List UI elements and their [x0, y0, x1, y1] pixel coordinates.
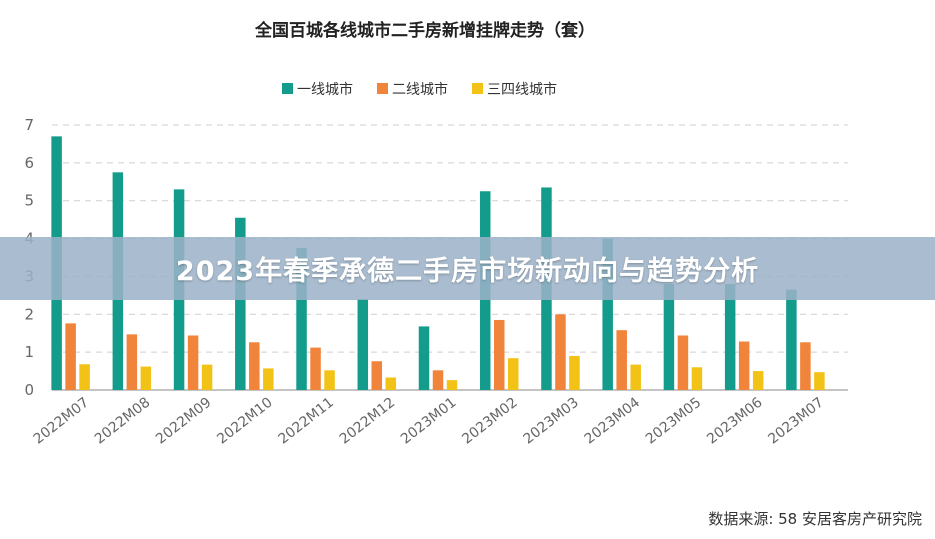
bar-2-12	[814, 372, 825, 390]
y-tick-label-2: 2	[24, 305, 34, 323]
x-tick-label-9: 2023M04	[582, 394, 644, 447]
banner-title: 2023年春季承德二手房市场新动向与趋势分析	[175, 256, 760, 287]
bar-2-0	[79, 364, 90, 390]
bar-2-5	[385, 377, 397, 390]
x-tick-label-4: 2022M11	[276, 395, 337, 448]
legend-label-0: 一线城市	[297, 81, 353, 98]
x-tick-label-11: 2023M06	[704, 394, 766, 447]
x-axis-ticks: 2022M07 2022M08 2022M09 2022M10 2022M11 2022M…	[31, 394, 827, 447]
bar-0-12	[786, 289, 797, 390]
legend-swatch-0	[282, 83, 293, 94]
bar-1-2	[187, 335, 199, 390]
bar-0-10	[663, 284, 675, 390]
x-tick-label-1: 2022M08	[92, 395, 153, 448]
source-note: 数据来源: 58 安居客房产研究院	[708, 510, 922, 528]
bar-0-4	[296, 248, 307, 390]
bar-1-9	[616, 330, 627, 390]
bar-2-3	[263, 368, 274, 390]
bar-1-7	[493, 319, 505, 390]
bar-0-6	[418, 326, 430, 390]
legend-swatch-2	[472, 83, 483, 94]
bar-0-3	[235, 217, 246, 390]
bar-2-2	[201, 364, 213, 390]
bar-2-4	[324, 370, 335, 390]
y-tick-label-0: 0	[24, 381, 34, 399]
bar-2-8	[569, 355, 580, 390]
title-banner: 2023年春季承德二手房市场新动向与趋势分析	[0, 237, 935, 300]
legend-label-1: 二线城市	[392, 81, 448, 98]
x-tick-label-3: 2022M10	[214, 395, 275, 448]
bar-1-6	[432, 370, 444, 390]
x-tick-label-12: 2023M07	[765, 395, 826, 448]
x-tick-label-7: 2023M02	[459, 395, 520, 448]
y-tick-label-1: 1	[24, 343, 34, 361]
legend: 一线城市 二线城市 三四线城市	[282, 81, 557, 98]
y-tick-label-7: 7	[24, 116, 34, 134]
y-tick-label-6: 6	[24, 154, 34, 172]
bar-0-11	[724, 284, 736, 390]
bar-0-5	[357, 299, 369, 390]
bar-1-0	[65, 323, 76, 390]
bar-2-11	[752, 371, 764, 390]
bar-2-7	[507, 358, 519, 390]
bar-1-1	[126, 334, 138, 390]
legend-swatch-1	[377, 83, 388, 94]
legend-label-2: 三四线城市	[487, 81, 557, 98]
x-tick-label-0: 2022M07	[31, 395, 92, 448]
bar-1-8	[555, 314, 566, 390]
bar-2-6	[446, 380, 458, 390]
x-tick-label-5: 2022M12	[337, 395, 398, 448]
bar-1-10	[677, 335, 689, 390]
bar-1-3	[249, 342, 260, 390]
bar-2-10	[691, 367, 703, 390]
bar-1-12	[800, 342, 811, 390]
x-tick-label-2: 2022M09	[153, 395, 214, 448]
x-tick-label-8: 2023M03	[520, 395, 581, 448]
bar-2-9	[630, 364, 641, 390]
bar-2-1	[140, 366, 152, 390]
bar-0-9	[602, 238, 613, 390]
bar-1-11	[738, 341, 750, 390]
x-tick-label-10: 2023M05	[643, 395, 704, 448]
y-tick-label-5: 5	[24, 192, 34, 210]
bar-1-5	[371, 361, 383, 390]
x-tick-label-6: 2023M01	[398, 395, 459, 448]
bar-1-4	[310, 347, 321, 390]
chart-title: 全国百城各线城市二手房新增挂牌走势（套）	[254, 20, 595, 41]
